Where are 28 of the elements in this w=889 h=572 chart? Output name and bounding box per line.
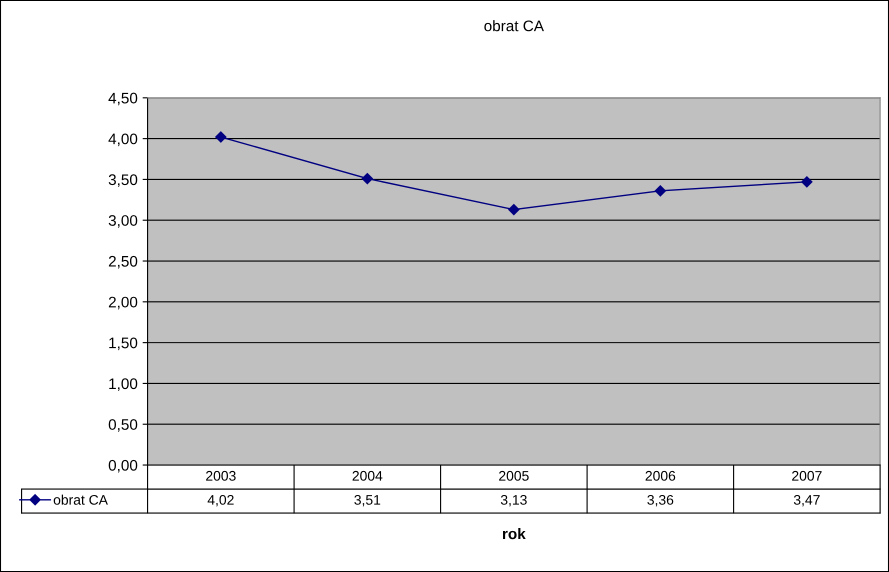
x-tick-label: 2006: [646, 470, 676, 481]
legend-label: obrat CA: [54, 494, 108, 505]
y-tick-label: 0,00: [108, 460, 138, 473]
y-tick-label: 3,00: [108, 215, 138, 228]
chart-title: obrat CA: [484, 20, 544, 32]
y-tick-label: 3,50: [108, 174, 138, 187]
y-tick-label: 2,00: [108, 296, 138, 310]
point: [215, 131, 226, 143]
y-tick-label: 4,50: [108, 92, 138, 106]
x-tick-label: 2004: [352, 470, 382, 481]
data-label: 3,51: [354, 494, 380, 506]
point: [362, 172, 373, 184]
x-tick-label: 2003: [206, 470, 236, 481]
data-label: 3,47: [794, 494, 820, 506]
y-tick-label: 0,50: [108, 419, 138, 432]
point: [508, 204, 520, 216]
x-axis-title: rok: [502, 528, 526, 540]
y-tick-label: 4,00: [108, 133, 138, 146]
y-tick-label: 2,50: [108, 256, 138, 269]
y-tick-label: 1,50: [109, 337, 138, 350]
point: [801, 176, 812, 188]
point: [654, 185, 666, 196]
x-tick-label: 2005: [499, 470, 529, 481]
data-label: 4,02: [208, 494, 234, 506]
x-tick-label: 2007: [792, 470, 822, 481]
data-label: 3,13: [500, 494, 527, 506]
y-tick-label: 1,00: [109, 378, 138, 391]
data-label: 3,36: [647, 494, 674, 506]
